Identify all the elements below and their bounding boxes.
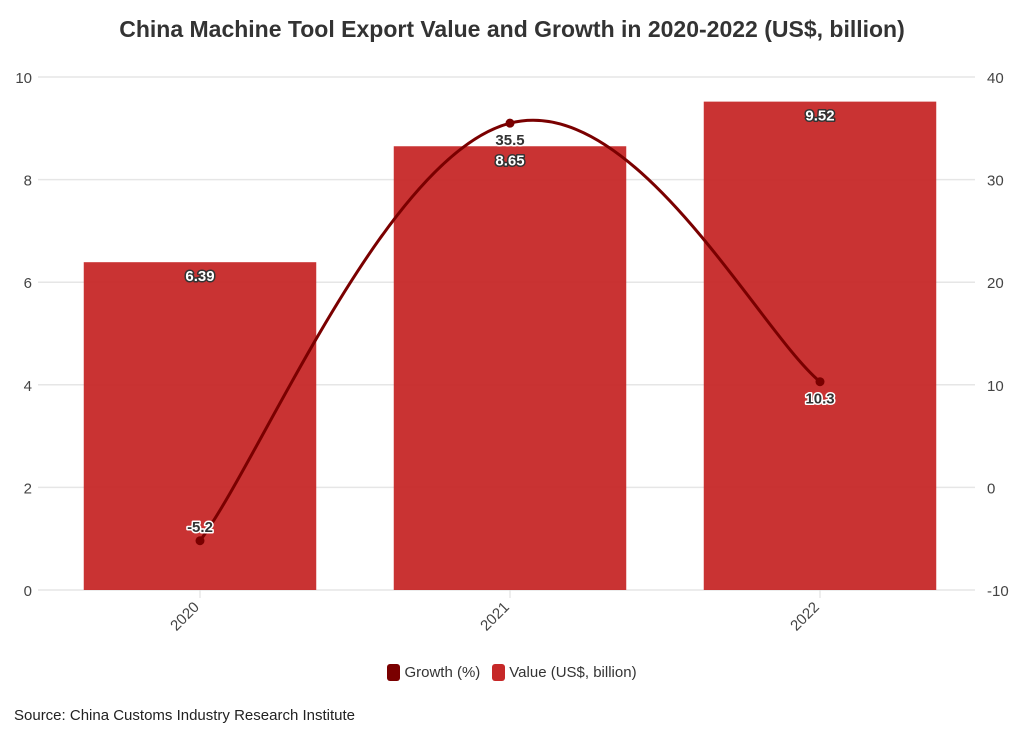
right-axis-tick-label: 10 <box>987 378 1004 395</box>
legend-swatch-growth <box>387 664 401 681</box>
growth-data-label: 35.5 <box>495 132 524 149</box>
x-axis-tick-label: 2022 <box>787 599 823 635</box>
legend-item-growth[interactable]: Growth (%) <box>387 664 480 681</box>
bar-2020 <box>83 262 317 590</box>
growth-point-2022 <box>815 377 825 387</box>
left-axis-tick-label: 6 <box>24 275 32 292</box>
left-axis-tick-label: 8 <box>24 173 32 190</box>
right-axis-tick-label: -10 <box>987 583 1009 600</box>
growth-point-2021 <box>505 118 515 128</box>
x-axis-tick-label: 2020 <box>167 599 203 635</box>
bar-data-label: 8.65 <box>495 152 524 169</box>
source-note: Source: China Customs Industry Research … <box>14 707 355 724</box>
growth-data-label: 10.3 <box>805 391 834 408</box>
legend-label-growth: Growth (%) <box>404 664 481 681</box>
legend-swatch-value <box>492 664 506 681</box>
bar-data-label: 6.39 <box>185 268 214 285</box>
chart-title: China Machine Tool Export Value and Grow… <box>119 16 905 42</box>
right-axis-tick-label: 40 <box>987 70 1004 87</box>
legend-item-value[interactable]: Value (US$, billion) <box>492 664 637 681</box>
growth-point-2020 <box>195 536 205 546</box>
legend-label-value: Value (US$, billion) <box>509 664 637 681</box>
right-axis-tick-label: 0 <box>987 480 995 497</box>
x-axis-tick-label: 2021 <box>477 599 513 635</box>
legend: Growth (%) Value (US$, billion) <box>0 664 1024 681</box>
growth-data-label: -5.2 <box>187 519 213 536</box>
right-axis-tick-label: 30 <box>987 173 1004 190</box>
left-axis-tick-label: 10 <box>15 70 32 87</box>
bar-2021 <box>393 146 627 590</box>
right-axis-tick-label: 20 <box>987 275 1004 292</box>
left-axis-tick-label: 2 <box>24 480 32 497</box>
left-axis-tick-label: 4 <box>24 378 32 395</box>
bar-2022 <box>703 101 937 591</box>
left-axis-tick-label: 0 <box>24 583 32 600</box>
bar-data-label: 9.52 <box>805 108 834 125</box>
